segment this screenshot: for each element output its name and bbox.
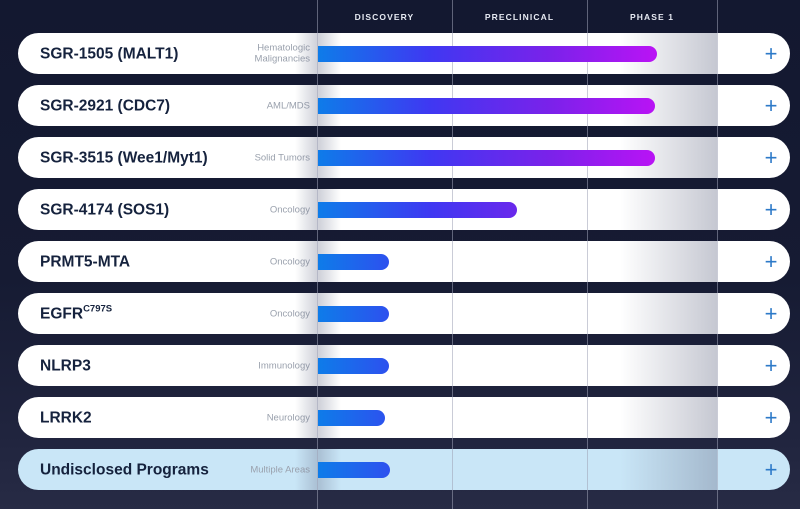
column-divider [317, 0, 318, 509]
pipeline-row-egfr: EGFRC797S Oncology + [18, 293, 790, 334]
progress-track [317, 85, 717, 126]
program-name-text: SGR-1505 (MALT1) [40, 45, 179, 63]
program-name-text: SGR-4174 (SOS1) [40, 201, 170, 219]
indication-label: Immunology [258, 359, 310, 371]
plus-icon: + [764, 300, 778, 326]
program-name-text: Undisclosed Programs [40, 461, 209, 479]
progress-bar [318, 149, 656, 166]
column-header-preclinical: PRECLINICAL [484, 11, 555, 22]
progress-bar [318, 409, 386, 426]
indication-label: Hematologic Malignancies [254, 42, 310, 65]
program-name: SGR-2921 (CDC7) [40, 96, 170, 115]
expand-button[interactable]: + [753, 88, 789, 124]
plus-icon: + [764, 404, 778, 430]
indication-label: Oncology [269, 203, 310, 215]
expand-button[interactable]: + [753, 192, 789, 228]
column-divider [587, 0, 588, 509]
progress-bar [318, 201, 518, 218]
progress-bar [318, 253, 390, 270]
plus-icon: + [764, 144, 778, 170]
program-name-text: PRMT5-MTA [40, 253, 131, 271]
indication-label: Solid Tumors [254, 151, 310, 163]
program-name-text: NLRP3 [40, 357, 91, 375]
plus-icon: + [764, 40, 778, 66]
plus-icon: + [764, 196, 778, 222]
program-name: EGFRC797S [40, 302, 113, 323]
column-header-discovery: DISCOVERY [354, 11, 415, 22]
pipeline-row-sgr-2921: SGR-2921 (CDC7) AML/MDS + [18, 85, 790, 126]
indication-label: Oncology [269, 307, 310, 319]
indication-label: Neurology [266, 411, 310, 423]
progress-track [317, 137, 717, 178]
progress-bar [318, 461, 390, 478]
pipeline-rows: SGR-1505 (MALT1) Hematologic Malignancie… [18, 33, 790, 501]
progress-track [317, 449, 717, 490]
pipeline-row-prmt5-mta: PRMT5-MTA Oncology + [18, 241, 790, 282]
progress-bar [318, 305, 390, 322]
expand-button[interactable]: + [753, 348, 789, 384]
expand-button[interactable]: + [753, 400, 789, 436]
column-header-phase1: PHASE 1 [629, 11, 675, 22]
progress-bar [318, 97, 656, 114]
progress-track [317, 241, 717, 282]
program-name-text: LRRK2 [40, 409, 92, 427]
progress-track [317, 397, 717, 438]
program-name: Undisclosed Programs [40, 460, 209, 479]
program-name: NLRP3 [40, 356, 91, 375]
indication-label: AML/MDS [266, 99, 310, 111]
pipeline-row-sgr-4174: SGR-4174 (SOS1) Oncology + [18, 189, 790, 230]
pipeline-row-nlrp3: NLRP3 Immunology + [18, 345, 790, 386]
expand-button[interactable]: + [753, 296, 789, 332]
program-name: SGR-1505 (MALT1) [40, 44, 178, 63]
pipeline-row-sgr-1505: SGR-1505 (MALT1) Hematologic Malignancie… [18, 33, 790, 74]
expand-button[interactable]: + [753, 140, 789, 176]
progress-track [317, 293, 717, 334]
program-name-text: SGR-2921 (CDC7) [40, 97, 171, 115]
indication-label: Multiple Areas [250, 463, 310, 475]
indication-label: Oncology [269, 255, 310, 267]
progress-track [317, 345, 717, 386]
progress-bar [318, 357, 390, 374]
expand-button[interactable]: + [753, 36, 789, 72]
program-name-text: EGFR [40, 305, 84, 323]
program-name: PRMT5-MTA [40, 252, 130, 271]
expand-button[interactable]: + [753, 244, 789, 280]
pipeline-row-undisclosed: Undisclosed Programs Multiple Areas + [18, 449, 790, 490]
progress-bar [318, 45, 658, 62]
program-name: LRRK2 [40, 408, 92, 427]
program-name-text: SGR-3515 (Wee1/Myt1) [40, 149, 208, 167]
program-name: SGR-3515 (Wee1/Myt1) [40, 148, 208, 167]
program-name-superscript: C797S [83, 302, 113, 314]
program-name: SGR-4174 (SOS1) [40, 200, 169, 219]
plus-icon: + [764, 248, 778, 274]
expand-button[interactable]: + [753, 452, 789, 488]
pipeline-row-lrrk2: LRRK2 Neurology + [18, 397, 790, 438]
plus-icon: + [764, 92, 778, 118]
column-divider [717, 0, 718, 509]
progress-track [317, 33, 717, 74]
pipeline-row-sgr-3515: SGR-3515 (Wee1/Myt1) Solid Tumors + [18, 137, 790, 178]
progress-track [317, 189, 717, 230]
plus-icon: + [764, 456, 778, 482]
column-divider [452, 0, 453, 509]
plus-icon: + [764, 352, 778, 378]
